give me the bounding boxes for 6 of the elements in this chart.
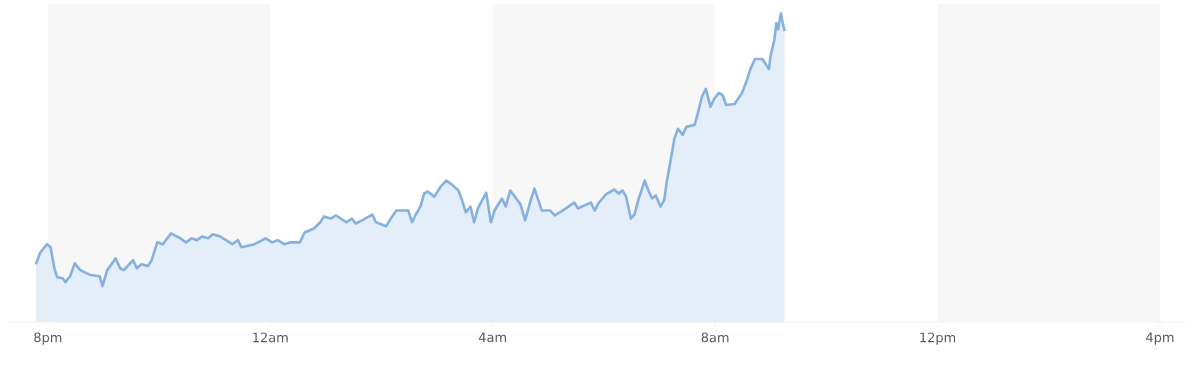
x-tick-label: 12am — [253, 332, 288, 343]
x-tick-label: 4am — [478, 332, 506, 343]
x-tick-label: 8pm — [34, 332, 62, 345]
x-tick-label: 4pm — [1146, 332, 1174, 345]
x-tick-label: 12pm — [920, 332, 956, 345]
x-tick-label: 8am — [701, 332, 729, 343]
